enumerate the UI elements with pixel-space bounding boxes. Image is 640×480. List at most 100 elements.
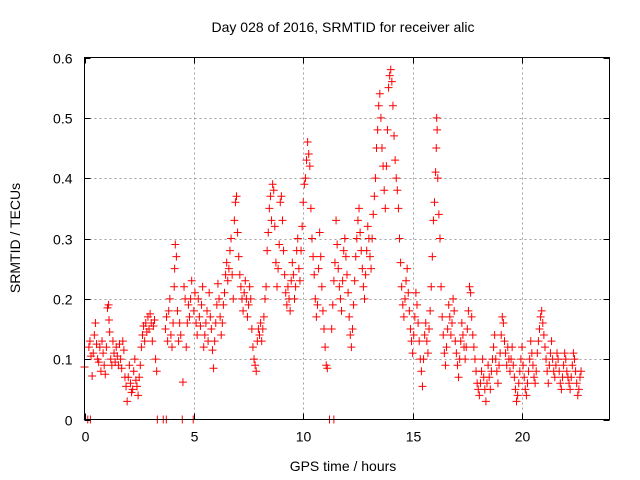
data-point bbox=[94, 358, 103, 367]
data-point bbox=[351, 252, 360, 261]
data-point bbox=[554, 355, 563, 364]
data-point bbox=[108, 337, 117, 346]
data-point bbox=[384, 83, 393, 92]
data-point bbox=[534, 337, 543, 346]
data-point bbox=[183, 318, 192, 327]
data-point bbox=[126, 379, 135, 388]
data-point bbox=[493, 379, 502, 388]
data-point bbox=[398, 300, 407, 309]
data-point bbox=[522, 391, 531, 400]
data-point bbox=[376, 113, 385, 122]
data-point bbox=[176, 331, 185, 340]
data-point bbox=[399, 312, 408, 321]
data-point bbox=[560, 349, 569, 358]
data-point bbox=[264, 228, 273, 237]
data-point bbox=[448, 318, 456, 327]
data-point bbox=[251, 361, 260, 370]
data-point bbox=[400, 294, 409, 303]
data-point bbox=[323, 364, 332, 373]
data-point bbox=[290, 294, 299, 303]
data-point bbox=[537, 306, 546, 315]
data-point bbox=[161, 325, 170, 333]
data-point bbox=[427, 282, 436, 291]
data-point bbox=[428, 252, 437, 261]
data-point bbox=[495, 361, 504, 370]
data-point bbox=[300, 180, 309, 189]
data-point bbox=[369, 210, 378, 219]
data-point bbox=[443, 325, 452, 333]
data-point bbox=[336, 294, 345, 303]
data-point bbox=[397, 282, 406, 291]
data-point bbox=[287, 276, 296, 285]
data-point bbox=[171, 240, 180, 249]
data-point bbox=[538, 318, 547, 327]
data-point bbox=[464, 306, 473, 315]
data-point bbox=[125, 361, 134, 370]
data-point bbox=[85, 337, 94, 346]
data-point bbox=[145, 325, 154, 333]
data-point bbox=[236, 282, 245, 291]
data-point bbox=[294, 264, 303, 273]
data-point bbox=[330, 258, 339, 267]
data-point bbox=[441, 361, 450, 370]
y-tick-label: 0.1 bbox=[53, 352, 73, 368]
data-point bbox=[561, 355, 570, 364]
data-point bbox=[368, 234, 377, 243]
data-point bbox=[486, 385, 495, 394]
data-point bbox=[577, 367, 586, 376]
data-point bbox=[178, 378, 187, 387]
data-point bbox=[367, 264, 376, 273]
data-point bbox=[566, 385, 575, 394]
data-point bbox=[106, 355, 115, 364]
data-point bbox=[350, 276, 359, 285]
data-point bbox=[163, 337, 172, 346]
data-point bbox=[329, 276, 338, 285]
data-point bbox=[442, 343, 451, 352]
data-point bbox=[248, 343, 257, 352]
data-point bbox=[381, 204, 390, 213]
data-point bbox=[475, 391, 484, 400]
data-point bbox=[189, 306, 198, 315]
data-point bbox=[572, 379, 581, 388]
data-point bbox=[410, 312, 419, 321]
data-point bbox=[417, 367, 426, 376]
data-point bbox=[388, 101, 397, 110]
data-point bbox=[394, 204, 403, 213]
data-point bbox=[557, 385, 566, 394]
data-point bbox=[509, 361, 518, 370]
data-point bbox=[385, 71, 394, 80]
data-point bbox=[469, 343, 478, 352]
data-point bbox=[210, 337, 219, 346]
data-point bbox=[440, 349, 449, 358]
data-point bbox=[89, 349, 98, 358]
data-point bbox=[260, 294, 269, 303]
data-point bbox=[438, 312, 447, 321]
data-point bbox=[199, 343, 208, 352]
data-point bbox=[382, 162, 391, 171]
data-point bbox=[355, 204, 364, 213]
data-point bbox=[133, 382, 141, 391]
data-point bbox=[483, 379, 491, 388]
data-point bbox=[138, 331, 147, 340]
data-point bbox=[289, 270, 298, 279]
data-point bbox=[232, 192, 241, 201]
data-point bbox=[358, 264, 367, 273]
data-point bbox=[432, 144, 441, 152]
data-point bbox=[500, 337, 509, 346]
x-axis-label: GPS time / hours bbox=[290, 458, 397, 474]
data-point bbox=[492, 367, 501, 376]
data-point bbox=[371, 174, 380, 183]
data-point bbox=[511, 385, 520, 394]
data-point bbox=[274, 264, 283, 273]
data-point bbox=[281, 288, 290, 297]
data-point bbox=[180, 282, 189, 291]
data-point bbox=[207, 325, 216, 333]
data-point bbox=[198, 282, 207, 291]
data-point bbox=[550, 373, 559, 382]
data-point bbox=[457, 318, 466, 327]
data-point bbox=[193, 331, 202, 340]
data-point bbox=[302, 156, 311, 165]
data-point bbox=[380, 186, 389, 195]
data-point bbox=[299, 198, 308, 207]
data-point bbox=[435, 234, 444, 243]
